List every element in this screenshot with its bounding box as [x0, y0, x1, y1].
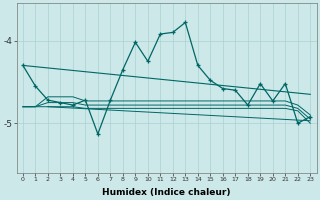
X-axis label: Humidex (Indice chaleur): Humidex (Indice chaleur): [102, 188, 231, 197]
